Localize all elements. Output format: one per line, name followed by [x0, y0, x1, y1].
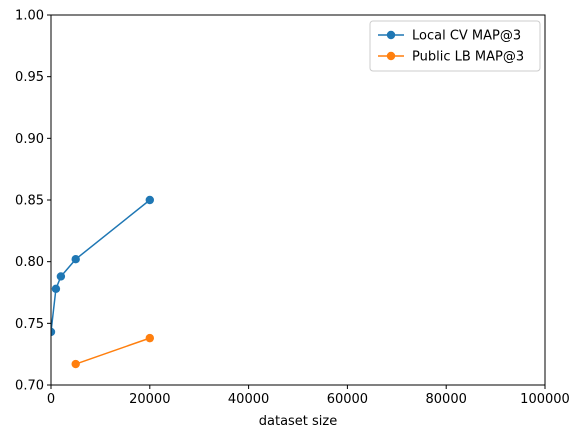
- legend: Local CV MAP@3 Public LB MAP@3: [369, 20, 541, 72]
- data-point: [51, 327, 56, 337]
- series-layer: [51, 195, 154, 369]
- legend-label: Local CV MAP@3: [412, 29, 521, 44]
- plot-area: [51, 15, 545, 385]
- legend-item: Local CV MAP@3: [378, 29, 521, 44]
- data-point: [51, 284, 61, 293]
- y-tick-label: 0.75: [15, 317, 44, 332]
- x-tick-label: 0: [47, 392, 55, 407]
- data-point: [145, 333, 154, 343]
- legend-item: Public LB MAP@3: [378, 50, 524, 65]
- legend-box: [369, 20, 541, 72]
- x-tick-label: 80000: [426, 392, 467, 407]
- legend-marker-swatch: [386, 51, 396, 61]
- y-tick-label: 1.00: [15, 9, 44, 24]
- x-tick-label: 100000: [520, 392, 570, 407]
- data-point: [56, 272, 66, 281]
- x-tick-label: 60000: [327, 392, 368, 407]
- x-tick-label: 20000: [129, 392, 170, 407]
- y-tick-label: 0.95: [15, 70, 44, 85]
- y-tick-label: 0.85: [15, 194, 44, 209]
- data-point: [145, 195, 154, 205]
- data-point: [71, 255, 80, 264]
- data-point: [71, 359, 80, 369]
- x-axis-label: dataset size: [259, 414, 338, 429]
- y-tick-label: 0.80: [15, 255, 44, 270]
- legend-label: Public LB MAP@3: [412, 50, 524, 65]
- x-axis: 0 20000 40000 60000 80000 100000: [47, 385, 570, 407]
- y-tick-label: 0.70: [15, 379, 44, 394]
- plot-frame: [50, 14, 546, 386]
- series-2: [71, 333, 154, 369]
- y-axis: 0.70 0.75 0.80 0.85 0.90 0.95 1.00: [15, 9, 51, 394]
- legend-marker-swatch: [386, 30, 396, 40]
- series-line: [74, 337, 151, 365]
- series-1: [51, 195, 154, 337]
- y-tick-label: 0.90: [15, 132, 44, 147]
- x-tick-label: 40000: [228, 392, 269, 407]
